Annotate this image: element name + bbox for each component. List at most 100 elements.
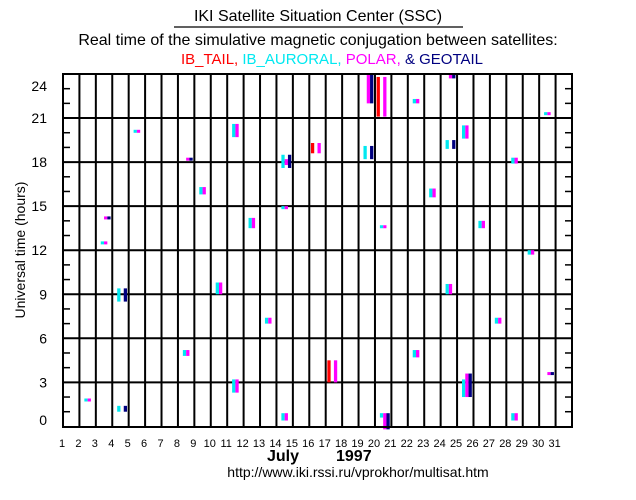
conjugation-bar — [104, 241, 108, 245]
conjugation-bar — [104, 216, 108, 220]
conjugation-bar — [366, 74, 371, 104]
source-url[interactable]: http://www.iki.rssi.ru/vprokhor/multisat… — [227, 464, 488, 480]
conjugation-bar — [511, 157, 515, 164]
conjugation-bar — [530, 250, 535, 255]
conjugation-bar — [386, 413, 390, 430]
conjugation-bar — [465, 125, 469, 139]
conjugation-bar — [199, 187, 203, 195]
conjugation-bar — [498, 317, 502, 324]
conjugation-bar — [514, 157, 518, 164]
legend-geotail: & GEOTAIL — [405, 51, 483, 68]
y-tick-label: 21 — [31, 110, 47, 126]
conjugation-bar — [317, 143, 321, 154]
x-tick-label: 23 — [417, 438, 429, 450]
conjugation-bar — [182, 350, 187, 356]
conjugation-bar — [363, 145, 367, 160]
conjugation-bar — [218, 282, 223, 295]
conjugation-bar — [281, 154, 285, 168]
conjugation-bar — [412, 98, 417, 104]
chart-subtitle: Real time of the simulative magnetic con… — [78, 32, 557, 49]
conjugation-bar — [333, 360, 338, 383]
x-tick-label: 28 — [499, 438, 511, 450]
conjugation-bar — [281, 413, 285, 421]
x-tick-label: 8 — [174, 438, 180, 450]
conjugation-bar — [376, 76, 380, 117]
conjugation-bar — [117, 288, 121, 302]
data-bars — [84, 74, 554, 430]
conjugation-bar — [215, 282, 219, 295]
y-tick-label: 0 — [39, 412, 47, 428]
x-tick-label: 30 — [532, 438, 544, 450]
conjugation-bar — [100, 241, 105, 245]
x-tick-label: 27 — [483, 438, 495, 450]
conjugation-bar — [284, 206, 288, 210]
grid — [63, 74, 572, 427]
conjugation-bar — [123, 288, 128, 302]
x-axis-year: 1997 — [336, 448, 372, 465]
conjugation-bar — [310, 143, 315, 154]
conjugation-bar — [186, 350, 190, 356]
conjugation-bar — [268, 317, 272, 324]
y-tick-label: 12 — [31, 242, 47, 258]
x-tick-labels: 1 2 3 4 5 6 7 8 9 10 11 12 13 14 15 16 17 18 19 20 21 22 23 24 2… — [59, 438, 561, 450]
conjugation-bar — [448, 74, 453, 79]
conjugation-bar — [232, 379, 236, 393]
conjugation-bar — [547, 372, 551, 376]
conjugation-bar — [281, 206, 285, 210]
x-tick-label: 22 — [401, 438, 413, 450]
conjugation-bar — [117, 405, 121, 412]
conjugation-bar — [264, 317, 269, 324]
conjugation-bar — [412, 350, 417, 358]
y-tick-labels: 0 3 6 9 12 15 18 21 24 — [31, 78, 47, 428]
x-tick-label: 17 — [319, 438, 331, 450]
series-ib-auroral — [84, 98, 548, 421]
conjugation-bar — [445, 140, 449, 149]
conjugation-bar — [370, 145, 374, 160]
conjugation-bar — [107, 216, 111, 220]
y-tick-label: 3 — [39, 374, 47, 390]
conjugation-bar — [235, 123, 239, 138]
series-ib-tail — [310, 76, 380, 383]
y-tick-label: 6 — [39, 330, 47, 346]
x-tick-label: 14 — [269, 438, 281, 450]
x-tick-label: 19 — [351, 438, 363, 450]
x-tick-label: 3 — [92, 438, 98, 450]
conjugation-bar — [452, 140, 456, 149]
x-tick-label: 25 — [450, 438, 462, 450]
x-tick-label: 13 — [253, 438, 265, 450]
conjugation-bar — [84, 398, 88, 402]
x-tick-label: 18 — [335, 438, 347, 450]
y-tick-label: 15 — [31, 198, 47, 214]
conjugation-bar — [481, 220, 485, 229]
plot-frame — [62, 73, 573, 428]
x-tick-label: 9 — [190, 438, 196, 450]
x-tick-label: 29 — [516, 438, 528, 450]
x-tick-label: 16 — [302, 438, 314, 450]
conjugation-bar — [327, 360, 331, 383]
y-tick-label: 18 — [31, 154, 47, 170]
x-tick-label: 1 — [59, 438, 65, 450]
conjugation-bar — [429, 188, 433, 198]
conjugation-bar — [284, 159, 288, 166]
x-tick-label: 24 — [434, 438, 446, 450]
y-tick-label: 24 — [31, 78, 47, 94]
x-tick-label: 10 — [204, 438, 216, 450]
conjugation-bar — [383, 413, 387, 430]
conjugation-bar — [383, 76, 387, 117]
conjugation-bar — [383, 225, 387, 229]
conjugation-bar — [445, 283, 449, 295]
x-tick-label: 12 — [236, 438, 248, 450]
conjugation-bar — [87, 398, 91, 402]
x-tick-label: 11 — [220, 438, 231, 450]
conjugation-bar — [202, 187, 206, 195]
conjugation-bar — [136, 129, 141, 133]
conjugation-bar — [468, 373, 472, 398]
x-tick-label: 21 — [384, 438, 396, 450]
conjugation-bar — [189, 157, 193, 161]
conjugation-bar — [287, 154, 292, 168]
x-tick-label: 5 — [125, 438, 131, 450]
y-tick-label: 9 — [39, 286, 47, 302]
conjugation-bar — [186, 157, 190, 161]
conjugation-bar — [284, 413, 288, 421]
